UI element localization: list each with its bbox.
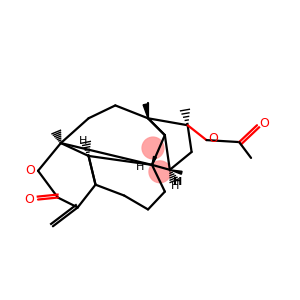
Text: O: O: [24, 193, 34, 206]
Polygon shape: [170, 170, 182, 174]
Text: H: H: [78, 136, 87, 146]
Text: O: O: [25, 164, 35, 177]
Circle shape: [142, 137, 164, 159]
Polygon shape: [143, 104, 148, 118]
Text: H: H: [136, 162, 144, 172]
Circle shape: [149, 161, 171, 183]
Text: O: O: [259, 117, 269, 130]
Text: H: H: [171, 181, 179, 191]
Text: O: O: [208, 132, 218, 145]
Text: H: H: [173, 177, 182, 187]
Polygon shape: [152, 156, 156, 165]
